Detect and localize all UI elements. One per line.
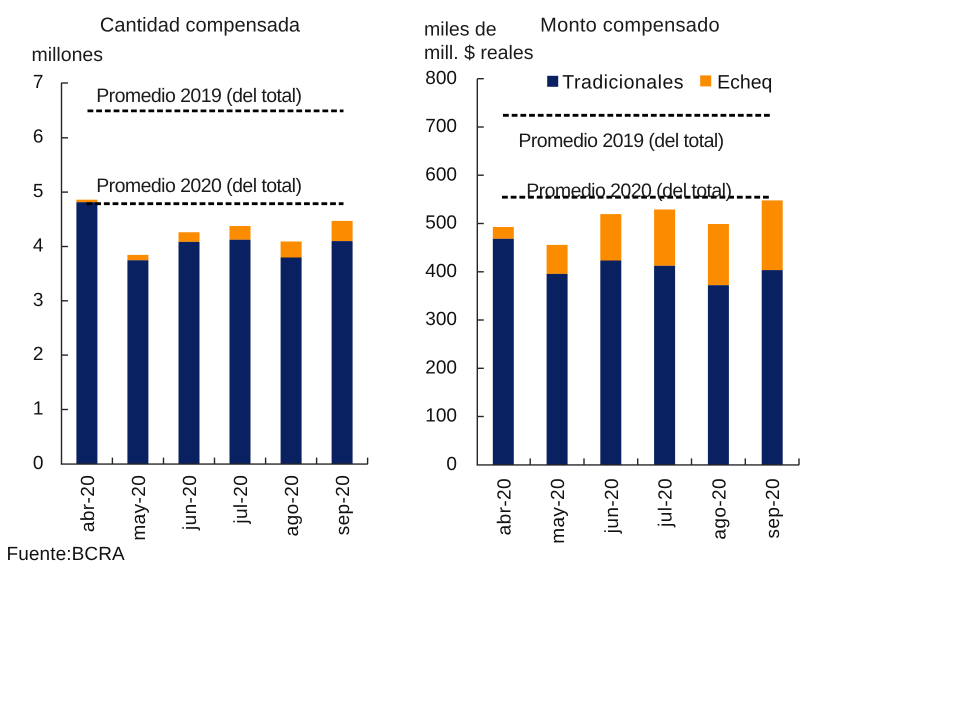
svg-text:600: 600 [425, 164, 457, 185]
svg-text:Fuente:BCRA: Fuente:BCRA [7, 544, 126, 565]
svg-text:5: 5 [33, 181, 44, 202]
svg-text:300: 300 [425, 309, 457, 330]
svg-text:Promedio 2020 (del total): Promedio 2020 (del total) [526, 180, 731, 202]
svg-text:0: 0 [33, 453, 44, 474]
svg-text:jun-20: jun-20 [602, 478, 623, 534]
svg-text:700: 700 [425, 116, 457, 137]
svg-text:2: 2 [33, 344, 44, 365]
svg-text:miles de: miles de [424, 19, 497, 41]
svg-text:mill. $ reales: mill. $ reales [424, 42, 534, 64]
svg-text:Cantidad compensada: Cantidad compensada [100, 15, 301, 37]
svg-text:millones: millones [32, 44, 104, 66]
svg-text:abr-20: abr-20 [494, 478, 515, 535]
svg-text:400: 400 [425, 261, 457, 282]
svg-text:Echeq: Echeq [717, 71, 772, 93]
svg-text:4: 4 [33, 235, 44, 256]
svg-text:6: 6 [33, 127, 44, 148]
svg-text:Promedio 2020 (del total): Promedio 2020 (del total) [96, 175, 301, 197]
svg-text:jun-20: jun-20 [180, 475, 201, 531]
svg-text:ago-20: ago-20 [709, 478, 730, 540]
svg-text:7: 7 [33, 72, 44, 93]
svg-text:jul-20: jul-20 [656, 478, 677, 528]
svg-text:Tradicionales: Tradicionales [562, 71, 684, 93]
svg-text:1: 1 [33, 399, 44, 420]
svg-text:Promedio 2019 (del total): Promedio 2019 (del total) [518, 130, 723, 152]
svg-text:3: 3 [33, 290, 44, 311]
svg-text:may-20: may-20 [548, 478, 569, 544]
svg-text:may-20: may-20 [129, 475, 150, 541]
svg-text:ago-20: ago-20 [282, 475, 303, 537]
svg-text:Promedio 2019 (del total): Promedio 2019 (del total) [96, 85, 301, 107]
svg-text:200: 200 [425, 358, 457, 379]
svg-text:sep-20: sep-20 [763, 478, 784, 539]
svg-text:abr-20: abr-20 [78, 475, 99, 532]
svg-text:sep-20: sep-20 [333, 475, 354, 536]
svg-text:500: 500 [425, 213, 457, 234]
svg-text:800: 800 [425, 68, 457, 89]
svg-text:100: 100 [425, 406, 457, 427]
svg-text:jul-20: jul-20 [231, 475, 252, 525]
svg-text:Monto compensado: Monto compensado [540, 15, 720, 37]
svg-text:0: 0 [446, 454, 457, 475]
